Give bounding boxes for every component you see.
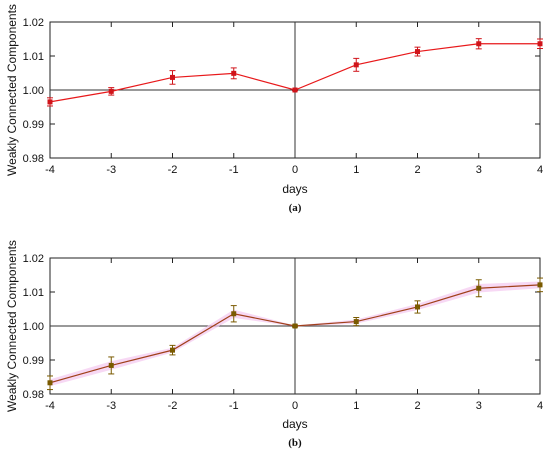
x-tick-label: -3 — [106, 400, 116, 412]
data-point — [170, 347, 175, 353]
x-axis-label: days — [282, 182, 307, 196]
data-point — [47, 99, 53, 105]
x-tick-label: -3 — [106, 164, 116, 176]
x-tick-label: 4 — [537, 164, 543, 176]
y-tick-label: 1.01 — [23, 51, 44, 63]
x-tick-label: 1 — [353, 400, 359, 412]
data-point — [108, 362, 114, 368]
x-tick-label: 3 — [476, 400, 482, 412]
data-point — [231, 70, 237, 76]
chart-panel-a: -4 -3 -2 -1 0 1 2 3 4 0.98 0.99 1.00 1.01 1.02 days Wea… — [5, 4, 543, 214]
data-point — [415, 304, 420, 310]
y-tick-label: 0.99 — [23, 119, 44, 131]
data-point — [415, 49, 420, 55]
y-tick-label: 0.99 — [23, 355, 44, 367]
x-tick-label: 2 — [414, 400, 420, 412]
x-tick-label: 0 — [292, 400, 298, 412]
y-tick-label: 1.02 — [23, 17, 44, 29]
x-tick-label: 2 — [414, 164, 420, 176]
x-tick-label: 0 — [292, 164, 298, 176]
x-axis-label: days — [282, 417, 307, 431]
data-point — [231, 311, 237, 317]
y-tick-label: 1.02 — [23, 253, 44, 265]
x-tick-label: 4 — [537, 400, 543, 412]
x-tick-label: -4 — [45, 164, 55, 176]
data-point — [170, 74, 175, 80]
x-tick-label: 1 — [353, 164, 359, 176]
data-point — [353, 319, 359, 325]
data-point — [537, 41, 543, 47]
x-tick-label: -2 — [168, 164, 178, 176]
data-point — [537, 282, 543, 288]
y-tick-label: 1.00 — [23, 321, 44, 333]
data-point — [476, 41, 482, 47]
data-point — [476, 285, 482, 291]
data-point — [47, 380, 53, 386]
y-tick-label: 1.01 — [23, 287, 44, 299]
x-tick-label: -4 — [45, 400, 55, 412]
chart-panel-b: -4 -3 -2 -1 0 1 2 3 4 0.98 0.99 1.00 1.01 1.02 days Wea… — [5, 240, 543, 449]
data-point — [292, 87, 298, 93]
y-tick-label: 0.98 — [23, 389, 44, 401]
y-axis-label: Weakly Connected Components — [5, 4, 19, 176]
data-point — [108, 88, 114, 94]
figure-caption: (b) — [288, 437, 302, 449]
data-point — [353, 62, 359, 68]
figure-caption: (a) — [289, 202, 302, 214]
y-tick-label: 1.00 — [23, 85, 44, 97]
y-tick-label: 0.98 — [23, 153, 44, 165]
x-tick-label: 3 — [476, 164, 482, 176]
x-tick-label: -1 — [229, 400, 239, 412]
y-axis-label: Weakly Connected Components — [5, 240, 19, 412]
x-tick-label: -1 — [229, 164, 239, 176]
x-tick-label: -2 — [168, 400, 178, 412]
data-point — [292, 323, 298, 329]
